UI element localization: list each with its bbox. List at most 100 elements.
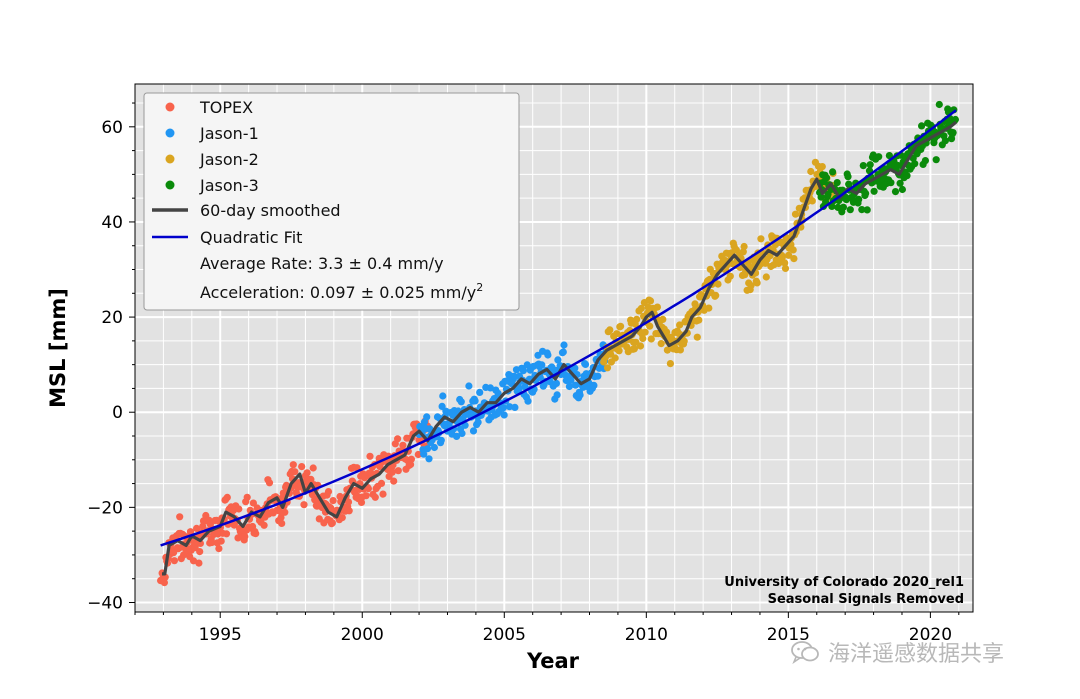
data-point <box>453 432 461 440</box>
data-point <box>918 122 926 130</box>
data-point <box>822 174 831 182</box>
data-point <box>235 505 243 513</box>
data-point <box>757 235 765 243</box>
data-point <box>523 361 531 369</box>
data-point <box>560 341 568 349</box>
data-point <box>747 282 755 290</box>
legend-label-topex: TOPEX <box>199 98 253 117</box>
x-axis-title: Year <box>526 649 580 673</box>
acceleration-superscript: 2 <box>476 281 483 294</box>
data-point <box>486 384 494 392</box>
data-point <box>476 388 484 396</box>
data-point <box>544 351 552 359</box>
data-point <box>329 497 337 505</box>
credit-annotation: University of Colorado 2020_rel1 Seasona… <box>724 575 964 607</box>
data-point <box>790 255 798 263</box>
credit-line-1: University of Colorado 2020_rel1 <box>724 575 964 590</box>
data-point <box>364 485 372 493</box>
x-tick-label: 2010 <box>625 625 668 645</box>
data-point <box>676 346 685 354</box>
data-point <box>423 445 432 453</box>
data-point <box>223 493 231 501</box>
data-point <box>726 272 734 280</box>
data-point <box>407 460 415 469</box>
data-point <box>344 498 353 506</box>
data-point <box>377 479 386 487</box>
legend-marker-jason3 <box>165 180 175 190</box>
data-point <box>714 280 722 288</box>
data-point <box>676 321 684 329</box>
data-point <box>921 157 930 165</box>
legend-marker-topex <box>165 102 175 112</box>
data-point <box>281 508 289 516</box>
data-point <box>935 100 943 109</box>
data-point <box>911 160 919 168</box>
data-point <box>789 246 797 254</box>
data-point <box>866 161 874 169</box>
data-point <box>859 162 867 170</box>
data-point <box>265 479 274 487</box>
x-tick-label: 2015 <box>767 625 810 645</box>
data-point <box>277 513 285 522</box>
y-tick-label: 60 <box>101 118 123 138</box>
data-point <box>394 467 402 475</box>
data-point <box>641 328 649 336</box>
data-point <box>196 548 204 556</box>
data-point <box>697 291 705 299</box>
data-point <box>289 461 297 469</box>
watermark: 海洋遥感数据共享 <box>790 636 1004 668</box>
data-point <box>291 468 299 476</box>
data-point <box>345 507 353 515</box>
data-point <box>615 347 623 355</box>
data-point <box>388 468 396 476</box>
data-point <box>808 197 816 205</box>
data-point <box>559 348 567 356</box>
axes: 1995 2000 2005 2010 2015 2020 −40 −20 0 20 40 60 <box>87 102 960 645</box>
data-point <box>576 391 584 399</box>
data-point <box>437 436 445 444</box>
data-point <box>469 427 478 435</box>
data-point <box>241 532 249 541</box>
data-point <box>858 206 866 214</box>
data-point <box>423 413 431 421</box>
data-point <box>208 538 216 547</box>
legend-acceleration: Acceleration: 0.097 ± 0.025 mm/y2 <box>200 281 483 302</box>
data-point <box>594 372 602 380</box>
data-point <box>870 187 878 195</box>
data-point <box>581 360 590 368</box>
data-point <box>439 392 447 400</box>
data-point <box>839 203 848 211</box>
data-point <box>438 402 446 410</box>
data-point <box>307 475 315 483</box>
data-point <box>829 168 837 176</box>
data-point <box>186 528 195 536</box>
data-point <box>519 367 528 375</box>
data-point <box>366 452 374 460</box>
data-point <box>567 376 575 384</box>
data-point <box>199 522 207 530</box>
data-point <box>357 498 366 506</box>
acceleration-text: Acceleration: 0.097 ± 0.025 mm/y <box>200 283 476 302</box>
data-point <box>195 559 203 567</box>
data-point <box>324 488 333 496</box>
data-point <box>457 398 465 406</box>
data-point <box>712 291 720 299</box>
data-point <box>818 163 826 171</box>
data-point <box>606 326 614 334</box>
data-point <box>571 364 579 372</box>
data-point <box>637 304 645 313</box>
y-tick-label: −20 <box>87 498 123 518</box>
data-point <box>515 385 523 393</box>
data-point <box>222 530 231 538</box>
data-point <box>611 354 619 362</box>
data-point <box>603 364 612 372</box>
data-point <box>785 251 793 259</box>
data-point <box>705 304 713 312</box>
data-point <box>193 524 201 533</box>
data-point <box>762 273 770 281</box>
data-point <box>898 185 907 194</box>
x-tick-label: 1995 <box>199 625 242 645</box>
data-point <box>740 242 748 251</box>
data-point <box>571 381 580 389</box>
data-point <box>855 195 863 203</box>
